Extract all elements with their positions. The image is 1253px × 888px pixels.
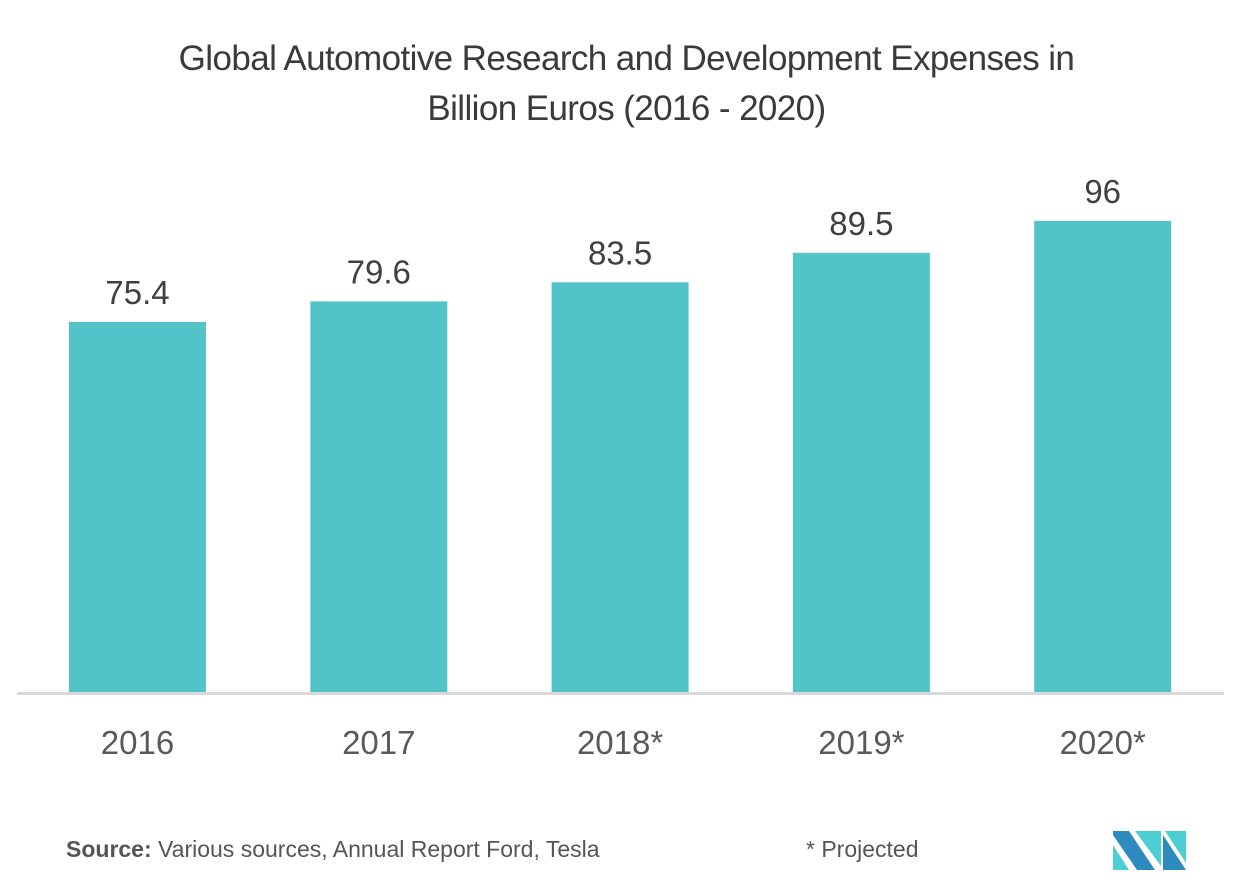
x-tick-label-2018: 2018* <box>577 724 663 761</box>
data-label-2019: 89.5 <box>829 205 893 242</box>
logo-middle-light <box>1135 831 1161 866</box>
data-label-2016: 75.4 <box>105 274 169 311</box>
bar-2017 <box>310 301 448 692</box>
bar-2019 <box>792 252 930 693</box>
data-label-2018: 83.5 <box>588 234 652 271</box>
bar-2018 <box>551 282 689 692</box>
logo-right-light <box>1165 831 1186 863</box>
x-tick-label-2017: 2017 <box>342 724 415 761</box>
x-tick-label-2016: 2016 <box>101 724 174 761</box>
chart-title-line-1: Global Automotive Research and Developme… <box>178 39 1075 78</box>
x-tick-label-2019: 2019* <box>818 724 904 761</box>
x-tick-label-2020: 2020* <box>1060 724 1146 761</box>
source-label: Source: <box>66 836 152 862</box>
chart-title-line-2: Billion Euros (2016 - 2020) <box>427 89 826 128</box>
bar-2020 <box>1034 220 1172 692</box>
logo-left-light <box>1113 845 1129 870</box>
source-text: Various sources, Annual Report Ford, Tes… <box>151 836 600 862</box>
logo-left-dark <box>1113 831 1155 870</box>
bar-2016 <box>69 322 206 692</box>
data-label-2020: 96 <box>1084 173 1121 210</box>
data-label-2017: 79.6 <box>347 253 411 290</box>
chart-title: Global Automotive Research and Developme… <box>0 34 1253 134</box>
data-labels-group: 75.4 79.6 83.5 89.5 96 <box>105 173 1121 311</box>
source-note: Source: Various sources, Annual Report F… <box>66 836 600 863</box>
bars-group <box>69 220 1172 693</box>
x-tick-labels-group: 2016 2017 2018* 2019* 2020* <box>101 724 1146 761</box>
mordor-intelligence-logo <box>1113 831 1186 870</box>
logo-right-dark <box>1163 835 1186 870</box>
projected-note: * Projected <box>806 836 919 862</box>
